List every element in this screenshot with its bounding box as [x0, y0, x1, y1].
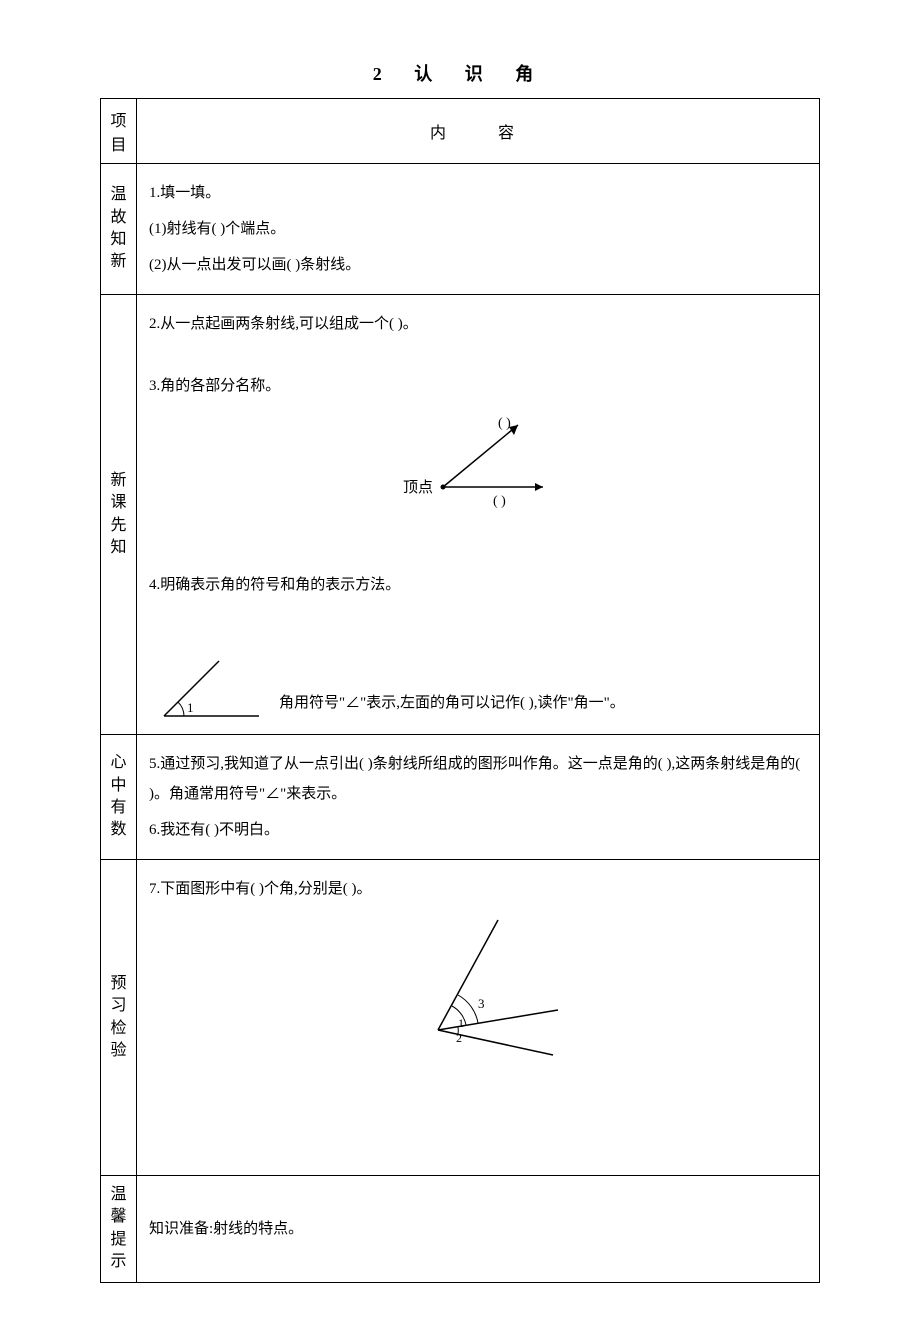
content-check: 7.下面图形中有( )个角,分别是( )。 1 2 3: [137, 860, 820, 1176]
angle-symbol-row: 1 角用符号"∠"表示,左面的角可以记作( ),读作"角一"。: [149, 656, 807, 726]
q4-text: 角用符号"∠"表示,左面的角可以记作( ),读作"角一"。: [279, 688, 625, 726]
svg-text:2: 2: [456, 1031, 462, 1045]
label-char: 检: [105, 1018, 132, 1040]
label-char: 有: [105, 797, 132, 819]
q1-line2: (1)射线有( )个端点。: [149, 214, 807, 244]
table-header-row: 项目 内 容: [101, 99, 820, 164]
label-char: 温: [105, 184, 132, 206]
row-mind: 心 中 有 数 5.通过预习,我知道了从一点引出( )条射线所组成的图形叫作角。…: [101, 735, 820, 860]
side-label-check: 预 习 检 验: [101, 860, 137, 1176]
label-char: 提示: [105, 1229, 132, 1274]
header-col1: 项目: [101, 99, 137, 164]
vertex-label: 顶点: [403, 479, 433, 496]
svg-text:( ): ( ): [498, 416, 511, 431]
page-title: 2 认 识 角: [100, 60, 820, 86]
q5-text: 5.通过预习,我知道了从一点引出( )条射线所组成的图形叫作角。这一点是角的( …: [149, 749, 807, 809]
row-review: 温 故 知 新 1.填一填。 (1)射线有( )个端点。 (2)从一点出发可以画…: [101, 164, 820, 295]
row-check: 预 习 检 验 7.下面图形中有( )个角,分别是( )。: [101, 860, 820, 1176]
content-review: 1.填一填。 (1)射线有( )个端点。 (2)从一点出发可以画( )条射线。: [137, 164, 820, 295]
side-label-mind: 心 中 有 数: [101, 735, 137, 860]
svg-text:1: 1: [458, 1016, 464, 1030]
q1-line1: 1.填一填。: [149, 178, 807, 208]
content-tip: 知识准备:射线的特点。: [137, 1176, 820, 1283]
side-label-newlesson: 新 课 先 知: [101, 295, 137, 735]
angle-1-figure: 1: [149, 656, 269, 726]
label-char: 知: [105, 537, 132, 559]
q6-text: 6.我还有( )不明白。: [149, 815, 807, 845]
q4-title: 4.明确表示角的符号和角的表示方法。: [149, 570, 807, 600]
multi-angle-figure: 1 2 3: [149, 910, 807, 1071]
label-char: 新: [105, 251, 132, 273]
content-newlesson: 2.从一点起画两条射线,可以组成一个( )。 3.角的各部分名称。 ( ): [137, 295, 820, 735]
label-char: 数: [105, 819, 132, 841]
q1-line3: (2)从一点出发可以画( )条射线。: [149, 250, 807, 280]
label-char: 习: [105, 995, 132, 1017]
label-char: 课: [105, 492, 132, 514]
label-char: 温馨: [105, 1184, 132, 1229]
label-char: 中: [105, 775, 132, 797]
q3-title: 3.角的各部分名称。: [149, 371, 807, 401]
content-mind: 5.通过预习,我知道了从一点引出( )条射线所组成的图形叫作角。这一点是角的( …: [137, 735, 820, 860]
label-char: 验: [105, 1040, 132, 1062]
svg-text:3: 3: [478, 996, 485, 1011]
label-char: 知: [105, 229, 132, 251]
side-label-tip: 温馨 提示: [101, 1176, 137, 1283]
label-char: 故: [105, 207, 132, 229]
q2-text: 2.从一点起画两条射线,可以组成一个( )。: [149, 309, 807, 339]
worksheet-table: 项目 内 容 温 故 知 新 1.填一填。 (1)射线有( )个端点。 (2)从…: [100, 98, 820, 1283]
q7-text: 7.下面图形中有( )个角,分别是( )。: [149, 874, 807, 904]
row-newlesson: 新 课 先 知 2.从一点起画两条射线,可以组成一个( )。 3.角的各部分名称…: [101, 295, 820, 735]
label-char: 心: [105, 752, 132, 774]
row-tip: 温馨 提示 知识准备:射线的特点。: [101, 1176, 820, 1283]
tip-text: 知识准备:射线的特点。: [149, 1214, 807, 1244]
svg-text:1: 1: [187, 700, 194, 715]
label-char: 先: [105, 515, 132, 537]
svg-text:( ): ( ): [493, 494, 506, 509]
label-char: 预: [105, 973, 132, 995]
angle-parts-figure: ( ) ( ) 顶点: [149, 407, 807, 528]
header-col2: 内 容: [137, 99, 820, 164]
label-char: 新: [105, 470, 132, 492]
side-label-review: 温 故 知 新: [101, 164, 137, 295]
